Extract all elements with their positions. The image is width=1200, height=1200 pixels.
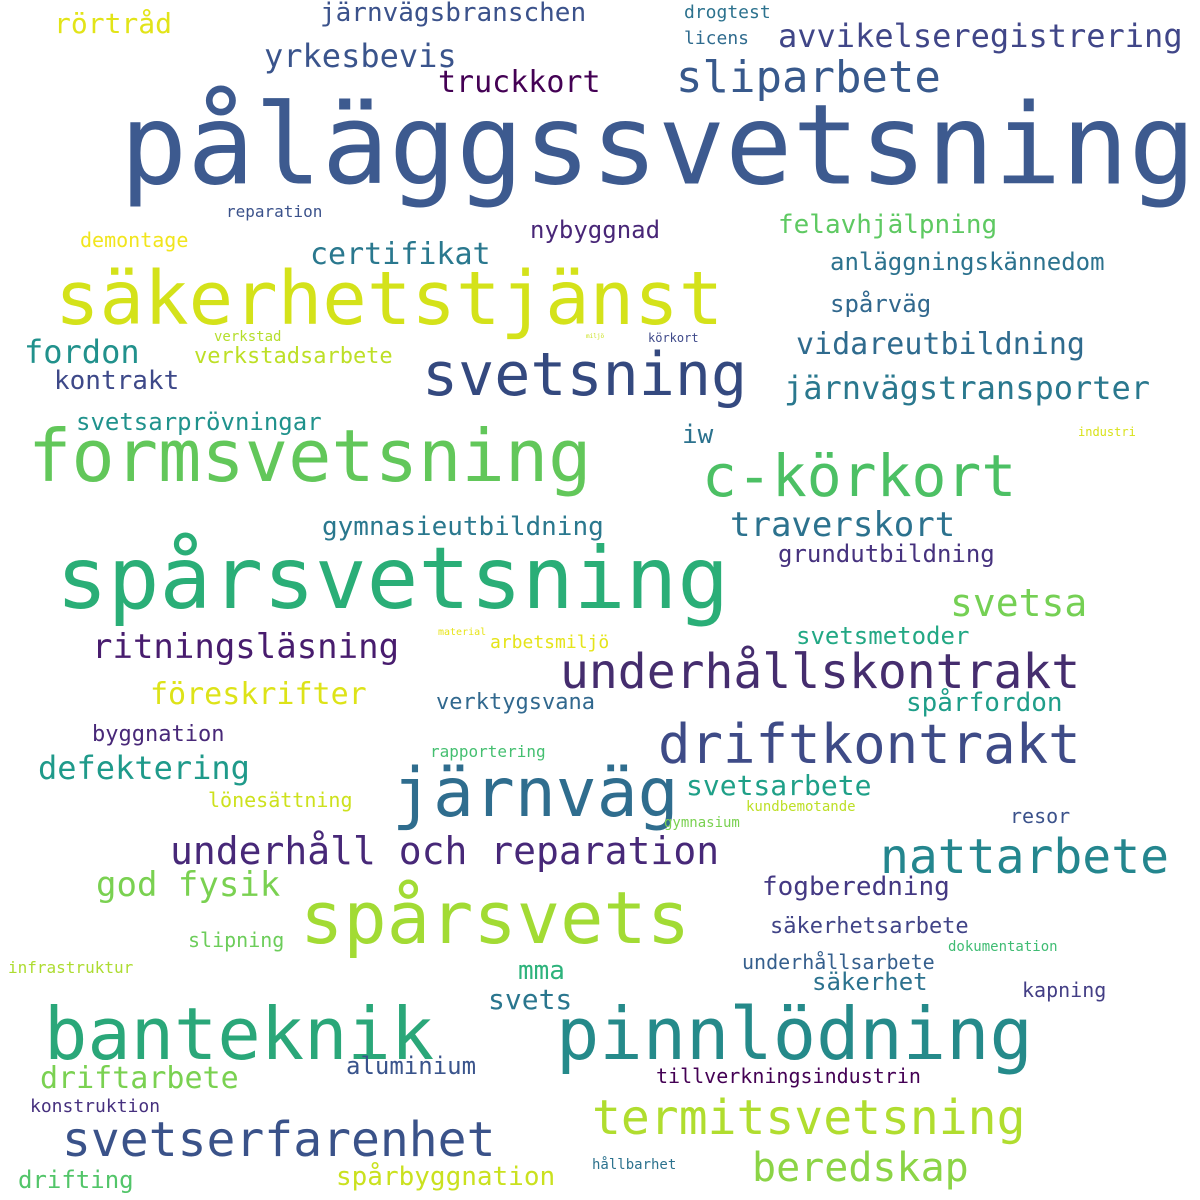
word: spårsvetsning: [56, 529, 730, 629]
word: järnväg: [392, 754, 679, 833]
word: verktygsvana: [436, 690, 595, 715]
word: tillverkningsindustrin: [656, 1064, 921, 1088]
word: körkort: [648, 331, 699, 345]
word: svetsmetoder: [796, 622, 970, 650]
word: slipning: [188, 928, 285, 952]
word: beredskap: [752, 1145, 969, 1191]
word: vidareutbildning: [796, 327, 1085, 362]
word: svetserfarenhet: [62, 1112, 496, 1168]
word: truckkort: [438, 65, 601, 100]
word: drifting: [18, 1166, 134, 1194]
word: påläggssvetsning: [120, 81, 1196, 211]
word: järnvägstransporter: [784, 369, 1151, 407]
word: aluminium: [346, 1052, 477, 1080]
word: fordon: [24, 333, 140, 371]
word: drogtest: [684, 2, 771, 23]
word: byggnation: [92, 722, 225, 747]
word: underhåll och reparation: [170, 829, 720, 873]
word: pinnlödning: [556, 992, 1033, 1076]
word: säkerhet: [812, 968, 928, 996]
word: infrastruktur: [8, 958, 134, 977]
word: banteknik: [44, 992, 435, 1076]
word: termitsvetsning: [592, 1090, 1026, 1146]
word: anläggningskännedom: [830, 248, 1105, 276]
word: spårsvets: [300, 876, 691, 960]
word: svetsa: [950, 581, 1088, 625]
word: resor: [1010, 804, 1071, 828]
word: gymnasium: [664, 815, 740, 831]
word: rörtråd: [54, 7, 173, 40]
word: c-körkort: [702, 442, 1017, 510]
word: kontrakt: [54, 366, 180, 396]
word: föreskrifter: [150, 677, 367, 712]
word: kundbemotande: [746, 799, 856, 815]
word: kapning: [1022, 978, 1107, 1002]
word: grundutbildning: [778, 540, 995, 568]
word: verkstadsarbete: [194, 344, 393, 369]
word: verkstad: [214, 329, 282, 345]
word: konstruktion: [30, 1096, 161, 1117]
word: lönesättning: [208, 788, 353, 812]
word: certifikat: [310, 237, 491, 272]
word: järnvägsbranschen: [320, 0, 587, 28]
word: säkerhetsarbete: [770, 914, 969, 939]
word: god fysik: [96, 865, 281, 905]
word: industri: [1078, 425, 1136, 439]
word: sliparbete: [676, 52, 941, 103]
word: spårfordon: [906, 688, 1063, 718]
word: reparation: [226, 202, 323, 221]
word: spårväg: [830, 290, 932, 318]
word: nybyggnad: [530, 216, 661, 244]
word: felavhjälpning: [778, 210, 998, 240]
word: yrkesbevis: [264, 37, 457, 75]
word: spårbyggnation: [336, 1162, 556, 1192]
word: dokumentation: [948, 939, 1058, 955]
word: hållbarhet: [592, 1157, 677, 1173]
word: svets: [488, 983, 573, 1016]
word: nattarbete: [880, 829, 1169, 885]
word: säkerhetstjänst: [55, 256, 724, 342]
word: arbetsmiljö: [490, 632, 610, 653]
word: svetsarbete: [686, 769, 872, 802]
word: miljö: [586, 333, 605, 340]
word: driftarbete: [40, 1061, 239, 1096]
word: formsvetsning: [28, 414, 592, 498]
word: licens: [684, 28, 750, 49]
word: avvikelseregistrering: [778, 17, 1183, 55]
word: iw: [682, 420, 714, 450]
word: svetsning: [422, 340, 748, 410]
word: rapportering: [430, 742, 546, 761]
word: ritningsläsning: [92, 627, 400, 667]
word: underhållsarbete: [742, 950, 935, 974]
word: defektering: [38, 749, 250, 787]
word: underhållskontrakt: [560, 644, 1081, 700]
word: traverskort: [730, 505, 956, 545]
word: material: [438, 627, 487, 638]
word: demontage: [80, 228, 189, 252]
word: gymnasieutbildning: [322, 512, 604, 542]
word: fogberedning: [762, 872, 950, 902]
word: mma: [518, 956, 565, 986]
word: svetsarprövningar: [76, 408, 322, 436]
word: driftkontrakt: [658, 713, 1081, 776]
